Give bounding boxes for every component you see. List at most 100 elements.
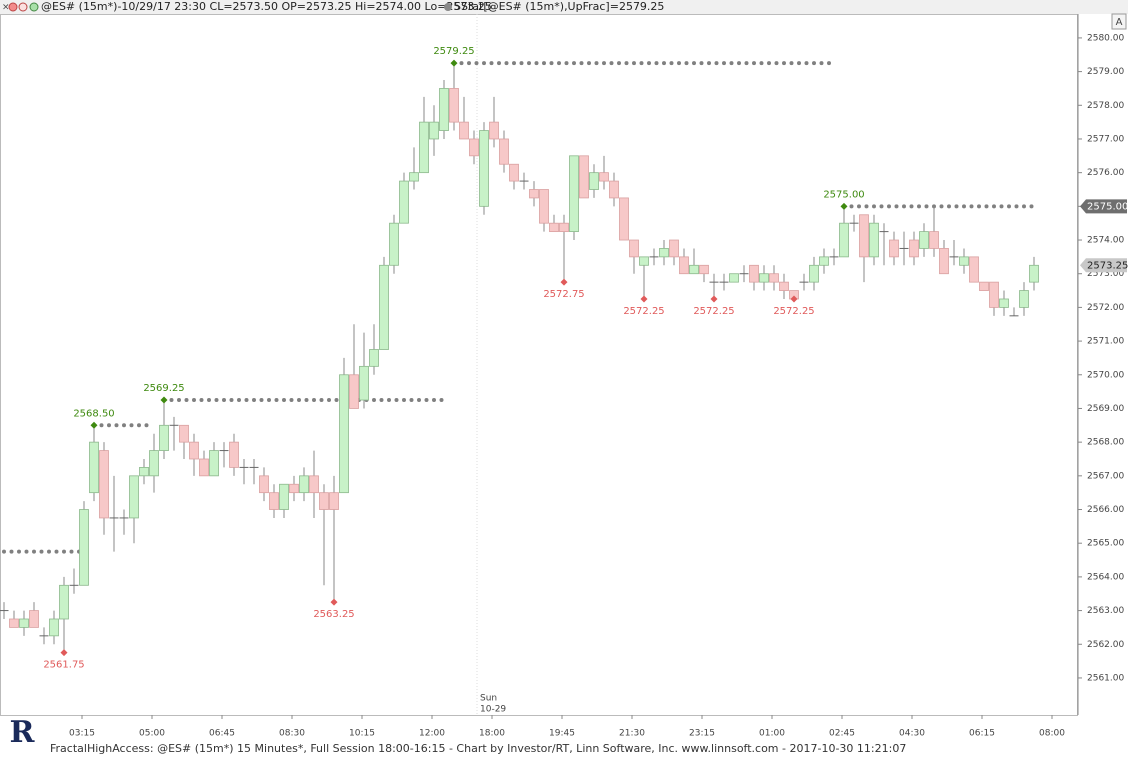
candle-body	[659, 248, 669, 258]
candle-body	[579, 155, 589, 199]
footer: FractalHighAccess: @ES# (15m*) 15 Minute…	[50, 742, 906, 755]
fractal-marker	[160, 396, 168, 404]
candle-body	[79, 509, 89, 586]
candle-body	[939, 248, 949, 275]
y-tick-label: 2570.00	[1087, 370, 1124, 380]
candle-body	[479, 130, 489, 207]
candle-body	[29, 610, 39, 628]
y-tick-label: 2571.00	[1087, 337, 1124, 347]
fractal-label: 2572.75	[543, 289, 584, 300]
candle-body	[549, 222, 559, 233]
candle-body	[229, 441, 239, 468]
candle-body	[669, 239, 679, 258]
y-tick-label: 2579.00	[1087, 67, 1124, 77]
candle-body	[419, 121, 429, 174]
stat-dot	[444, 3, 452, 11]
status-dot[interactable]	[29, 2, 39, 12]
candle-body	[129, 475, 139, 519]
fractal-label: 2561.75	[43, 660, 84, 671]
candle-body	[779, 281, 789, 291]
x-tick-label: 12:00	[419, 729, 445, 739]
session-label: Sun	[480, 694, 497, 704]
y-tick-label: 2569.00	[1087, 404, 1124, 414]
candle-body	[169, 424, 179, 426]
candle-body	[539, 189, 549, 224]
y-tick-label: 2562.00	[1087, 640, 1124, 650]
x-tick-label: 10:15	[349, 729, 375, 739]
candle-body	[59, 584, 69, 620]
header-bar	[0, 0, 1128, 14]
candle-body	[289, 483, 299, 494]
candle-body	[829, 256, 839, 258]
y-tick-label: 2580.00	[1087, 33, 1124, 43]
candle-body	[799, 281, 809, 283]
candle-body	[159, 424, 169, 451]
fractal-marker	[330, 598, 338, 606]
candle-body	[769, 273, 779, 283]
y-tick-label: 2576.00	[1087, 168, 1124, 178]
candle-body	[139, 467, 149, 477]
y-tick-label: 2568.00	[1087, 438, 1124, 448]
candle-body	[639, 256, 649, 266]
fractal-label: 2563.25	[313, 609, 354, 620]
candle-body	[269, 492, 279, 510]
fractal-label: 2569.25	[143, 383, 184, 394]
candle-body	[149, 450, 159, 477]
y-tick-label: 2563.00	[1087, 606, 1124, 616]
header-text: @ES# (15m*)-10/29/17 23:30 CL=2573.50 OP…	[41, 0, 492, 13]
candle-body	[949, 256, 959, 258]
candle-body	[619, 197, 629, 241]
candle-body	[199, 458, 209, 477]
candle-body	[1029, 264, 1039, 283]
x-tick-label: 18:00	[479, 729, 505, 739]
session-label: 10-29	[480, 705, 506, 715]
price-tag	[1080, 199, 1127, 214]
candle-body	[519, 180, 529, 182]
candle-body	[609, 180, 619, 199]
fractal-marker	[790, 295, 798, 303]
candle-body	[239, 466, 249, 468]
candle-body	[449, 88, 459, 123]
status-dot[interactable]	[18, 2, 28, 12]
candle-body	[119, 517, 129, 519]
price-tag-label: 2575.00	[1087, 201, 1128, 212]
fractal-marker	[60, 649, 68, 657]
candle-body	[399, 180, 409, 224]
candle-body	[429, 121, 439, 140]
fractal-label: 2579.25	[433, 46, 474, 57]
candle-body	[189, 441, 199, 460]
candle-body	[459, 121, 469, 140]
candle-body	[299, 475, 309, 494]
candle-body	[969, 256, 979, 283]
close-icon[interactable]: ×	[2, 3, 10, 13]
x-tick-label: 08:00	[1039, 729, 1065, 739]
fractal-marker	[640, 295, 648, 303]
x-tick-label: 19:45	[549, 729, 575, 739]
candle-body	[339, 374, 349, 494]
candle-body	[689, 264, 699, 275]
x-tick-label: 08:30	[279, 729, 305, 739]
candle-body	[599, 172, 609, 182]
candle-body	[679, 256, 689, 275]
fractal-marker	[840, 202, 848, 210]
candle-body	[699, 264, 709, 275]
candle-body	[179, 424, 189, 443]
candle-body	[1019, 290, 1029, 308]
candle-body	[9, 618, 19, 628]
y-tick-label: 2573.00	[1087, 269, 1124, 279]
autoscale-button[interactable]	[1111, 13, 1127, 30]
fractal-marker	[450, 59, 458, 67]
y-tick-label: 2564.00	[1087, 572, 1124, 582]
candle-body	[889, 239, 899, 258]
x-tick-label: 05:00	[139, 729, 165, 739]
header-stat: SStat[@ES# (15m*),UpFrac]=2579.25	[454, 0, 664, 13]
status-dot[interactable]	[8, 2, 18, 12]
candle-body	[959, 256, 969, 266]
button-label[interactable]: A	[1116, 17, 1123, 28]
candle-body	[89, 441, 99, 494]
candle-body	[919, 231, 929, 249]
candle-body	[39, 635, 49, 637]
y-tick-label: 2561.00	[1087, 673, 1124, 683]
y-tick-label: 2572.00	[1087, 303, 1124, 313]
